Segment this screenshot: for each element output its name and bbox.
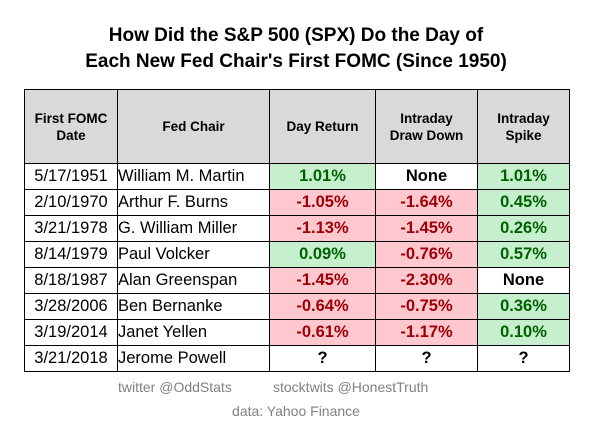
- first-fomc-date-cell: 8/14/1979: [24, 241, 118, 268]
- table-row: 3/19/2014 Janet Yellen -0.61% -1.17% 0.10%: [24, 319, 570, 346]
- first-fomc-date-cell: 5/17/1951: [24, 163, 118, 190]
- intraday-spike-cell: 0.10%: [477, 319, 570, 346]
- fed-chair-cell: William M. Martin: [117, 163, 270, 190]
- header-drawdown-line-2: Draw Down: [389, 127, 464, 143]
- fomc-results-table: First FOMC Date Fed Chair Day Return Int…: [24, 89, 570, 372]
- header-day-return-label: Day Return: [286, 119, 359, 134]
- chart-title-line-2: Each New Fed Chair's First FOMC (Since 1…: [85, 51, 507, 72]
- fed-chair-cell: Ben Bernanke: [117, 293, 270, 320]
- fed-chair-cell: Alan Greenspan: [117, 267, 270, 294]
- table-row: 5/17/1951 William M. Martin 1.01% None 1.01%: [24, 163, 570, 190]
- table-row: 3/21/2018 Jerome Powell???: [24, 345, 570, 372]
- intraday-drawdown-cell: -2.30%: [375, 267, 478, 294]
- table-row: 8/18/1987 Alan Greenspan -1.45% -2.30% None: [24, 267, 570, 294]
- header-spike-line-2: Spike: [505, 127, 542, 143]
- day-return-cell: -1.13%: [269, 215, 376, 242]
- intraday-drawdown-cell: ?: [375, 345, 478, 372]
- fed-chair-cell: Arthur F. Burns: [117, 189, 270, 216]
- header-intraday-spike: Intraday Spike: [477, 89, 570, 164]
- first-fomc-date-cell: 3/19/2014: [24, 319, 118, 346]
- fed-chair-cell: G. William Miller: [117, 215, 270, 242]
- intraday-spike-cell: 0.57%: [477, 241, 570, 268]
- first-fomc-date-cell: 3/21/2018: [24, 345, 118, 372]
- day-return-cell: 1.01%: [269, 163, 376, 190]
- header-date-line-1: First FOMC: [34, 110, 108, 126]
- fed-chair-cell: Janet Yellen: [117, 319, 270, 346]
- header-chair-label: Fed Chair: [162, 119, 225, 134]
- day-return-cell: -1.45%: [269, 267, 376, 294]
- first-fomc-date-cell: 8/18/1987: [24, 267, 118, 294]
- fed-chair-cell: Jerome Powell: [117, 345, 270, 372]
- intraday-drawdown-cell: -0.75%: [375, 293, 478, 320]
- table-header-row: First FOMC Date Fed Chair Day Return Int…: [24, 89, 570, 164]
- intraday-drawdown-cell: -1.64%: [375, 189, 478, 216]
- header-date-line-2: Date: [56, 127, 86, 143]
- intraday-spike-cell: 0.45%: [477, 189, 570, 216]
- intraday-drawdown-cell: -1.45%: [375, 215, 478, 242]
- chart-title-line-1: How Did the S&P 500 (SPX) Do the Day of: [108, 25, 484, 46]
- day-return-cell: 0.09%: [269, 241, 376, 268]
- table-row: 3/28/2006 Ben Bernanke -0.64% -0.75% 0.36%: [24, 293, 570, 320]
- table-body: 5/17/1951 William M. Martin 1.01% None 1.01%…: [24, 163, 570, 372]
- first-fomc-date-cell: 3/21/1978: [24, 215, 118, 242]
- intraday-spike-cell: None: [477, 267, 570, 294]
- day-return-cell: -0.61%: [269, 319, 376, 346]
- day-return-cell: -1.05%: [269, 189, 376, 216]
- intraday-spike-cell: 0.36%: [477, 293, 570, 320]
- intraday-spike-cell: ?: [477, 345, 570, 372]
- day-return-cell: -0.64%: [269, 293, 376, 320]
- first-fomc-date-cell: 2/10/1970: [24, 189, 118, 216]
- data-source-credit: data: Yahoo Finance: [232, 403, 360, 419]
- first-fomc-date-cell: 3/28/2006: [24, 293, 118, 320]
- intraday-drawdown-cell: -1.17%: [375, 319, 478, 346]
- header-fed-chair: Fed Chair: [117, 89, 270, 164]
- table-row: 2/10/1970 Arthur F. Burns -1.05% -1.64% 0.45…: [24, 189, 570, 216]
- intraday-spike-cell: 1.01%: [477, 163, 570, 190]
- day-return-cell: ?: [269, 345, 376, 372]
- header-spike-line-1: Intraday: [497, 110, 550, 126]
- header-first-fomc-date: First FOMC Date: [24, 89, 118, 164]
- stocktwits-credit: stocktwits @HonestTruth: [273, 379, 429, 395]
- table-row: 3/21/1978 G. William Miller -1.13% -1.45% 0.…: [24, 215, 570, 242]
- twitter-credit: twitter @OddStats: [118, 379, 232, 395]
- header-intraday-draw-down: Intraday Draw Down: [375, 89, 478, 164]
- fed-chair-cell: Paul Volcker: [117, 241, 270, 268]
- header-day-return: Day Return: [269, 89, 376, 164]
- intraday-drawdown-cell: -0.76%: [375, 241, 478, 268]
- intraday-drawdown-cell: None: [375, 163, 478, 190]
- header-drawdown-line-1: Intraday: [400, 110, 453, 126]
- intraday-spike-cell: 0.26%: [477, 215, 570, 242]
- table-row: 8/14/1979 Paul Volcker 0.09% -0.76% 0.57%: [24, 241, 570, 268]
